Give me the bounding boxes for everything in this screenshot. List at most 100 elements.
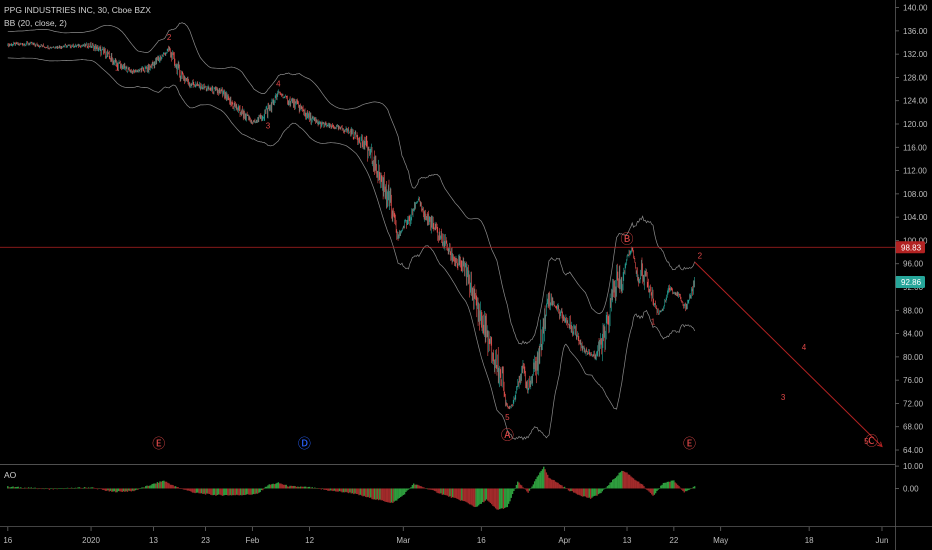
ao-bar: [632, 478, 635, 489]
ao-bar: [142, 487, 144, 489]
price-axis[interactable]: 64.0068.0072.0076.0080.0084.0088.0092.00…: [895, 4, 928, 455]
ao-bar: [82, 487, 84, 489]
ao-bar: [213, 488, 216, 495]
ao-bar: [647, 488, 649, 491]
ao-bar: [636, 481, 639, 489]
ao-bar: [64, 488, 66, 489]
ao-bar: [623, 471, 626, 489]
ao-bar: [599, 488, 601, 494]
ao-bar: [120, 488, 122, 492]
ao-bar: [432, 488, 434, 491]
ao-bar: [412, 483, 415, 489]
y-tick-label: 84.00: [903, 330, 924, 339]
ao-bar: [693, 486, 696, 489]
ao-bar: [389, 488, 391, 503]
ao-bar: [87, 487, 90, 489]
ao-bar: [237, 488, 239, 496]
ao-bar: [320, 488, 323, 490]
ao-bar: [95, 488, 97, 489]
ao-bar: [502, 488, 505, 509]
ao-bar: [528, 488, 531, 491]
ao-bar: [324, 488, 326, 490]
ao-bar: [52, 488, 55, 490]
ao-bar: [566, 488, 568, 489]
wave-label: 1: [651, 317, 656, 326]
ao-bar: [576, 488, 579, 495]
ao-bar: [514, 488, 516, 489]
ao-bar: [360, 488, 363, 496]
ao-bar: [347, 488, 350, 494]
ao-tick-label: 0.00: [903, 484, 919, 493]
ao-bar: [96, 488, 99, 490]
ao-bar: [154, 483, 156, 489]
ao-bar: [552, 479, 554, 489]
ao-bar: [427, 488, 429, 490]
ao-bar: [113, 488, 116, 492]
ao-bar: [420, 486, 423, 489]
ao-bar: [612, 479, 614, 489]
ao-bar: [321, 488, 324, 489]
ao-bar: [435, 488, 437, 492]
ao-bar: [678, 486, 680, 489]
ao-bar: [533, 481, 536, 489]
ao-pane-title[interactable]: AO: [4, 470, 17, 480]
y-tick-label: 140.00: [903, 4, 928, 13]
ao-bar: [17, 486, 19, 489]
ao-bar: [8, 487, 10, 489]
ao-bar: [510, 488, 512, 498]
ao-bar: [86, 488, 88, 489]
ao-bar: [471, 488, 473, 506]
ao-bar: [465, 488, 467, 502]
ao-bar: [615, 476, 618, 489]
ao-bar: [549, 478, 551, 489]
ao-bar: [481, 488, 484, 503]
ao-bar: [340, 488, 342, 492]
ao-bar: [224, 488, 226, 496]
ao-bar: [186, 488, 189, 491]
ao-bar: [163, 480, 165, 489]
ao-bar: [476, 488, 479, 507]
ao-bar: [92, 487, 95, 489]
y-tick-label: 120.00: [903, 120, 928, 129]
indicator-label[interactable]: BB (20, close, 2): [4, 18, 67, 28]
ao-bar: [268, 484, 270, 489]
ao-bar: [198, 488, 200, 494]
ao-bar: [302, 486, 304, 489]
y-tick-label: 96.00: [903, 260, 924, 269]
ao-bar: [294, 486, 296, 489]
ao-bar: [349, 488, 351, 493]
ao-bar: [574, 488, 576, 493]
ao-bar: [278, 483, 281, 489]
ao-bar: [177, 487, 179, 489]
ao-bar: [308, 486, 311, 489]
ao-bar: [281, 484, 283, 489]
ao-bar: [125, 488, 127, 492]
ao-bar: [233, 488, 235, 496]
ao-bar: [99, 488, 101, 489]
ao-bar: [55, 488, 57, 489]
ao-bar: [354, 488, 356, 494]
ao-bar: [366, 488, 368, 498]
time-axis[interactable]: 16 2020 13 23 Feb 12 Mar 16 Apr 13 22 May 18 Jun: [0, 526, 932, 546]
symbol-title[interactable]: PPG INDUSTRIES INC, 30, Cboe BZX: [4, 5, 151, 15]
ao-bar: [103, 488, 105, 490]
ao-bar: [318, 488, 320, 489]
ao-bar: [297, 486, 299, 489]
ao-bar: [271, 484, 273, 489]
ao-bar: [144, 486, 147, 489]
ao-bar: [264, 486, 267, 489]
wave-label: 5: [505, 413, 510, 422]
x-tick-label: 2020: [82, 536, 100, 545]
ao-bar: [124, 488, 126, 492]
ao-bar: [680, 488, 683, 490]
ao-bar: [429, 488, 432, 490]
ao-bar: [489, 488, 492, 503]
ao-bar: [548, 477, 550, 489]
ao-bar: [344, 488, 346, 493]
ao-bar: [255, 488, 257, 494]
ao-bar: [600, 488, 602, 494]
ao-bar: [625, 472, 627, 489]
ao-bar: [587, 488, 589, 498]
ao-bar: [66, 487, 69, 489]
